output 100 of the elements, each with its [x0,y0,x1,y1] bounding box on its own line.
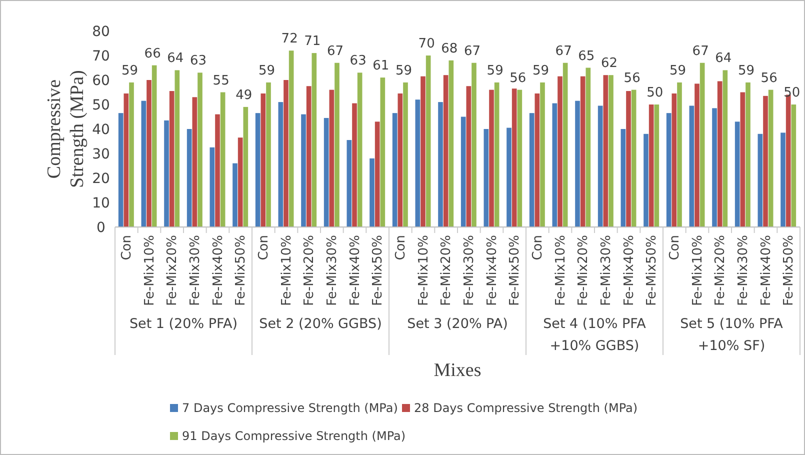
x-tick-label: Fe-Mix20% [576,235,592,306]
data-label: 72 [281,32,298,47]
bar [626,91,631,227]
data-label: 59 [258,63,276,78]
legend-label: 28 Days Compressive Strength (MPa) [414,401,638,415]
bar [443,75,448,227]
bar [312,53,317,227]
x-tick-label: Con [256,235,272,260]
bar [586,68,591,227]
bar [608,75,614,227]
bar [146,80,152,227]
text: Set 1 (20% PFA) [129,316,238,332]
x-tick-label: Con [667,235,682,260]
x-tick-label: Fe-Mix30% [462,235,477,306]
x-tick-label: Fe-Mix40% [210,235,226,306]
data-label: 63 [190,54,207,69]
bar [260,93,266,227]
x-tick-label: Con [119,235,134,260]
bar [666,113,672,227]
data-label: 66 [144,46,161,62]
bar [288,50,294,227]
bar [734,122,740,227]
bar [426,56,431,227]
data-label: 59 [121,63,138,78]
x-tick-label: Fe-Mix50% [508,235,523,306]
text: Set 5 (10% PFA +10% SF) [680,316,784,354]
bar [141,100,146,227]
data-label: 56 [510,70,526,86]
data-label: 56 [760,70,778,86]
bar [746,82,750,227]
bar [306,86,312,227]
bar [415,100,420,227]
bar [694,84,700,227]
bar [210,147,215,227]
data-label: 59 [669,63,686,78]
legend-label: 91 Days Compressive Strength (MPa) [182,429,406,443]
data-label: 50 [784,86,800,100]
bar [763,96,768,227]
bar [346,140,352,227]
x-tick-label: Fe-Mix20% [165,235,180,306]
bar [700,62,705,227]
bar [198,72,202,227]
bar [472,62,476,227]
bar [266,82,271,227]
bar [232,163,238,227]
bar [243,106,248,227]
bar [506,128,512,227]
x-tick-label: Fe-Mix50% [370,235,386,306]
bar [357,72,362,227]
data-label: 67 [464,44,481,59]
x-tick-label: Fe-Mix20% [713,235,728,306]
x-tick-label: Fe-Mix40% [484,235,500,306]
bar [192,97,198,227]
bar [129,82,134,227]
data-label: 67 [326,44,344,59]
bar [118,113,124,227]
x-tick-label: Fe-Mix10% [279,235,294,306]
bar [717,81,722,227]
x-axis-title: Mixes [434,360,482,381]
x-tick-label: Fe-Mix10% [416,235,432,306]
bar [780,132,786,227]
bar [489,90,494,227]
y-tick-label: 60 [92,73,110,89]
y-axis-title: Compressive Strength (MPa) [44,70,88,188]
bar [484,129,489,227]
bar [712,108,717,227]
bar [403,82,408,227]
bar [648,104,654,227]
data-label: 59 [738,63,755,78]
data-label: 50 [646,86,664,100]
bar [562,62,568,227]
x-tick-label: Fe-Mix30% [736,235,751,306]
y-tick-label: 80 [92,24,110,40]
bar [278,102,284,227]
bar [186,129,192,227]
bar [517,90,522,227]
bar [580,76,586,227]
bar [791,104,796,227]
bar [448,60,454,227]
bar [672,93,677,227]
data-label: 61 [372,58,390,74]
x-tick-label: Fe-Mix30% [598,235,614,306]
bar [398,93,403,227]
data-label: 68 [441,41,458,56]
y-tick-label: 0 [96,220,106,236]
y-tick-label: 20 [92,171,110,187]
data-label: 55 [212,73,230,88]
bar [722,70,728,227]
bar [529,113,534,227]
bar [654,104,660,227]
bar [324,118,329,227]
data-label: 59 [395,63,412,78]
bar [301,114,306,227]
bar [284,80,288,227]
bar [438,102,443,227]
bar [460,116,466,227]
bar [603,75,608,227]
data-label: 49 [236,88,252,103]
bar [631,90,636,227]
bar [420,76,426,227]
